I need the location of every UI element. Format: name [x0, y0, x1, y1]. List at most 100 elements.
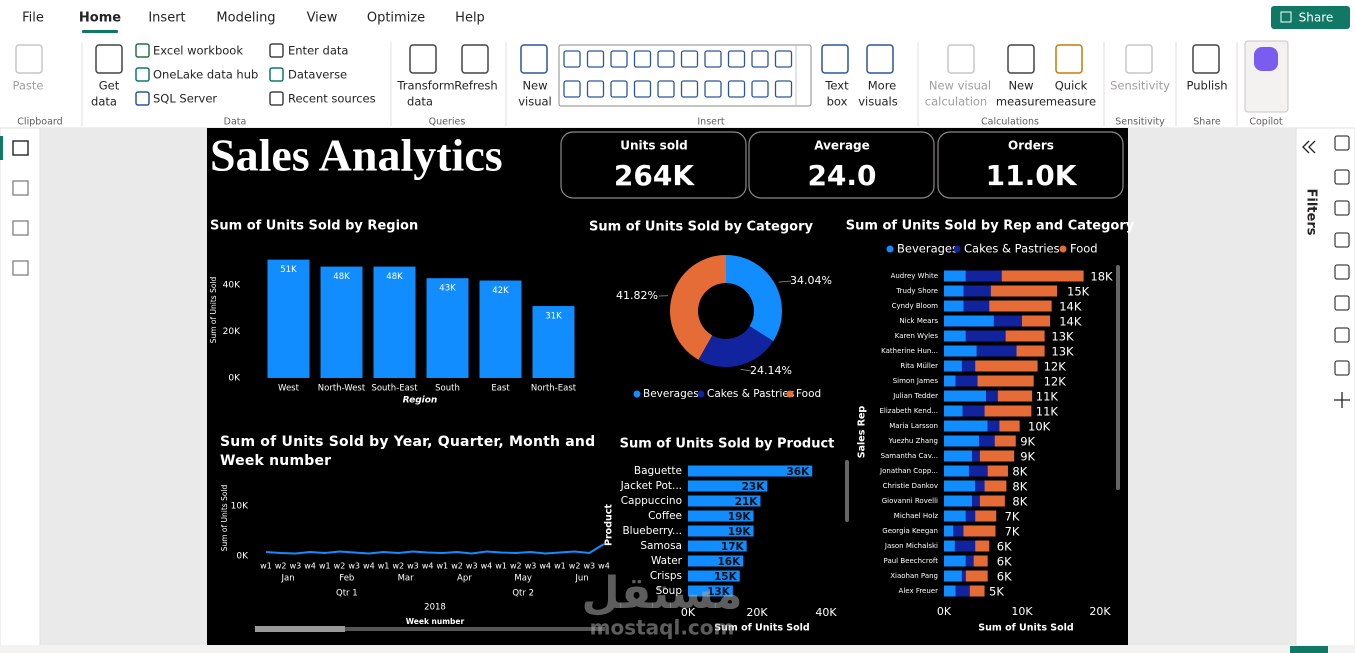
data-label: 48K — [386, 272, 403, 282]
legend-swatch — [953, 245, 961, 253]
x-tick-label: w1 — [495, 562, 507, 571]
x-tick-label: 40K — [815, 606, 837, 619]
menu-tab[interactable]: Modeling — [216, 11, 275, 26]
chart-title: Sum of Units Sold by Rep and Category — [846, 219, 1135, 234]
gallery-icon[interactable] — [704, 50, 722, 68]
ribbon-button[interactable]: Excel workbook — [153, 44, 243, 58]
menu-tab[interactable]: Insert — [148, 11, 185, 26]
bar-segment — [1005, 330, 1045, 342]
kpi-value: 11.0K — [986, 159, 1078, 192]
bar — [688, 480, 768, 492]
collapse-icon[interactable] — [1302, 140, 1316, 154]
bar-segment — [944, 450, 973, 462]
bar-segment — [944, 330, 966, 342]
filters-pane-label: Filters — [1304, 189, 1319, 236]
menu-tab[interactable]: File — [22, 11, 44, 26]
ribbon-button[interactable]: data — [91, 95, 117, 109]
nav-icon[interactable] — [12, 260, 29, 276]
y-tick-label: Rita Müller — [900, 362, 938, 370]
ribbon-button[interactable]: New visual — [929, 79, 991, 93]
nav-icon[interactable] — [12, 180, 29, 196]
pane-icon[interactable] — [1334, 295, 1350, 311]
ribbon-button[interactable]: measure — [996, 95, 1046, 109]
gallery-icon[interactable] — [774, 80, 793, 98]
ribbon-button[interactable]: New — [1008, 79, 1033, 93]
ribbon-button[interactable]: Publish — [1187, 79, 1228, 93]
gallery-icon[interactable] — [633, 50, 652, 68]
pane-icon[interactable] — [1334, 169, 1350, 185]
ribbon-button[interactable]: New — [522, 79, 547, 93]
ribbon-button[interactable]: Get — [99, 79, 120, 93]
gallery-icon[interactable] — [680, 80, 699, 98]
bar — [479, 280, 522, 378]
gallery-icon[interactable] — [610, 50, 628, 68]
ribbon-button[interactable]: Transform — [396, 79, 454, 93]
pane-icon[interactable] — [1334, 264, 1350, 280]
nav-icon[interactable] — [12, 220, 29, 236]
bar-segment — [944, 375, 956, 387]
gallery-icon[interactable] — [586, 80, 605, 98]
data-label: 21K — [735, 496, 759, 508]
bar-segment — [944, 525, 954, 537]
gallery-icon[interactable] — [704, 80, 722, 98]
ribbon-button[interactable]: Paste — [12, 79, 43, 93]
total-label: 13K — [1051, 330, 1074, 344]
ribbon-button[interactable]: More — [868, 79, 897, 93]
ribbon-button[interactable]: Refresh — [454, 79, 497, 93]
scroll-thumb[interactable] — [255, 626, 345, 632]
gallery-icon[interactable] — [774, 50, 793, 68]
ribbon-button[interactable]: visual — [518, 95, 552, 109]
ribbon-button[interactable]: measure — [1046, 95, 1096, 109]
data-label: 34.04% — [790, 274, 832, 287]
ribbon-button[interactable]: SQL Server — [153, 92, 217, 106]
data-label: 43K — [439, 284, 456, 294]
pane-icon[interactable] — [1334, 135, 1350, 151]
x-tick-label: w4 — [539, 562, 551, 571]
pane-icon[interactable] — [1334, 327, 1350, 343]
ribbon-button[interactable]: data — [407, 95, 433, 109]
ribbon-button[interactable]: Sensitivity — [1110, 79, 1170, 93]
menu-tab[interactable]: Help — [455, 11, 485, 26]
gallery-icon[interactable] — [680, 50, 699, 68]
gallery-icon[interactable] — [610, 80, 628, 98]
menu-tab[interactable]: Home — [79, 11, 121, 26]
gallery-icon[interactable] — [657, 50, 675, 68]
y-tick-label: Samantha Cav... — [881, 452, 938, 460]
pane-icon[interactable] — [1334, 360, 1350, 376]
pane-icon[interactable] — [1334, 232, 1350, 248]
gallery-icon[interactable] — [727, 80, 746, 98]
bar-segment — [975, 540, 990, 552]
gallery-icon[interactable] — [751, 80, 769, 98]
gallery-icon[interactable] — [563, 50, 581, 68]
menu-tab[interactable]: View — [307, 11, 338, 26]
gallery-icon[interactable] — [657, 80, 675, 98]
ribbon-button[interactable]: Recent sources — [288, 92, 376, 106]
bar-segment — [944, 300, 964, 312]
ribbon-button[interactable]: Dataverse — [288, 68, 347, 82]
gallery-icon[interactable] — [563, 80, 581, 98]
bar-segment — [944, 435, 980, 447]
ribbon-button[interactable]: calculation — [925, 95, 987, 109]
ribbon-icon — [95, 44, 123, 74]
ribbon-button[interactable]: box — [827, 95, 848, 109]
gallery-icon[interactable] — [751, 50, 769, 68]
ribbon-small-icon — [135, 43, 150, 58]
menu-tab[interactable]: Optimize — [367, 11, 425, 26]
bar-segment — [954, 540, 976, 552]
gallery-icon[interactable] — [586, 50, 605, 68]
ribbon-button[interactable]: Quick — [1055, 79, 1088, 93]
nav-icon[interactable] — [12, 140, 29, 156]
x-tick-label: w4 — [304, 562, 316, 571]
x-axis-label: Region — [403, 396, 438, 406]
ribbon-button[interactable]: OneLake data hub — [153, 68, 258, 82]
ribbon-button[interactable]: Enter data — [288, 44, 348, 58]
ribbon-group-label: Share — [1193, 117, 1221, 128]
pane-icon[interactable] — [1334, 200, 1350, 216]
gallery-icon[interactable] — [727, 50, 746, 68]
bar-segment — [955, 375, 978, 387]
ribbon-small-icon — [269, 43, 284, 58]
ribbon-button[interactable]: Text — [824, 79, 849, 93]
y-tick-label: Coffee — [648, 510, 682, 522]
gallery-icon[interactable] — [633, 80, 652, 98]
ribbon-button[interactable]: visuals — [858, 95, 898, 109]
